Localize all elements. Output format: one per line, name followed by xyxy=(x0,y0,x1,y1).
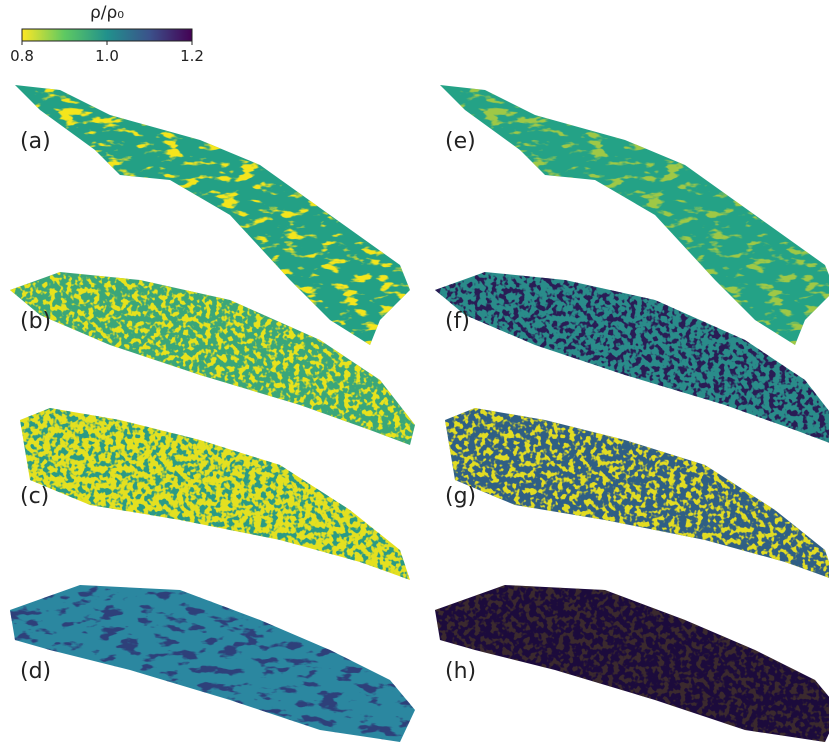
tick-label: 0.8 xyxy=(10,47,34,65)
panel-label: (h) xyxy=(445,659,476,684)
panel-label: (d) xyxy=(20,659,51,684)
panel-c: (c) xyxy=(20,408,410,580)
panel-label: (b) xyxy=(20,309,51,334)
colorbar-ticks: 0.8 1.0 1.2 xyxy=(10,41,204,65)
panel-d: (d) xyxy=(10,585,415,742)
colorbar: ρ/ρ₀ 0.8 1.0 1.2 xyxy=(10,3,204,65)
panel-label: (e) xyxy=(445,129,476,154)
panel-label: (f) xyxy=(445,309,470,334)
colorbar-label: ρ/ρ₀ xyxy=(90,3,124,23)
panel-label: (g) xyxy=(445,484,476,509)
panel-label: (a) xyxy=(20,129,51,154)
panel-g: (g) xyxy=(445,408,829,580)
tick-label: 1.2 xyxy=(180,47,204,65)
colorbar-scale xyxy=(22,29,192,41)
panel-h: (h) xyxy=(435,585,829,742)
panel-label: (c) xyxy=(20,484,49,509)
tick-label: 1.0 xyxy=(95,47,119,65)
figure: ρ/ρ₀ 0.8 1.0 1.2 (a) (b) (c) (d) (e) (f) (… xyxy=(0,0,829,752)
